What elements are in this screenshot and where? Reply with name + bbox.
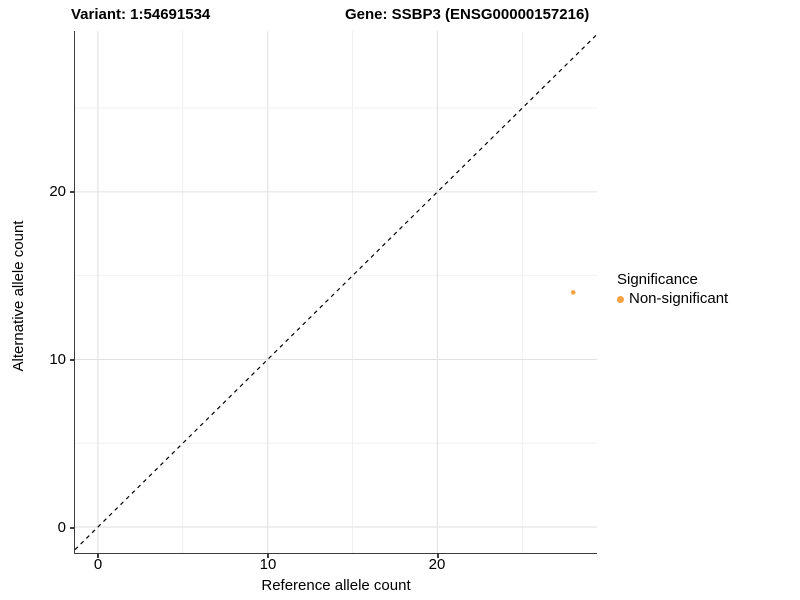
y-tick-label: 10 <box>49 351 66 368</box>
x-tick-label: 20 <box>428 556 446 573</box>
y-tick-10 <box>70 359 74 361</box>
x-tick-20 <box>437 554 439 558</box>
y-tick-20 <box>70 191 74 193</box>
x-axis-title: Reference allele count <box>261 577 411 594</box>
legend-title: Significance <box>617 271 698 288</box>
plot-title-variant: Variant: 1:54691534 <box>71 6 211 23</box>
legend: Significance Non-significant <box>617 270 728 309</box>
x-tick-10 <box>267 554 269 558</box>
x-tick-label: 0 <box>93 556 103 573</box>
y-tick-0 <box>70 527 74 529</box>
x-tick-0 <box>97 554 99 558</box>
x-tick-label: 10 <box>259 556 277 573</box>
chart-canvas <box>75 31 597 553</box>
plot-panel <box>74 31 597 554</box>
y-axis-title: Alternative allele count <box>10 220 27 372</box>
legend-point-icon <box>617 295 624 303</box>
legend-item-label: Non-significant <box>629 290 729 307</box>
legend-item-non-significant: Non-significant <box>617 289 728 309</box>
y-tick-label: 20 <box>49 183 66 200</box>
plot-title-gene: Gene: SSBP3 (ENSG00000157216) <box>345 6 590 23</box>
y-tick-label: 0 <box>57 519 66 536</box>
